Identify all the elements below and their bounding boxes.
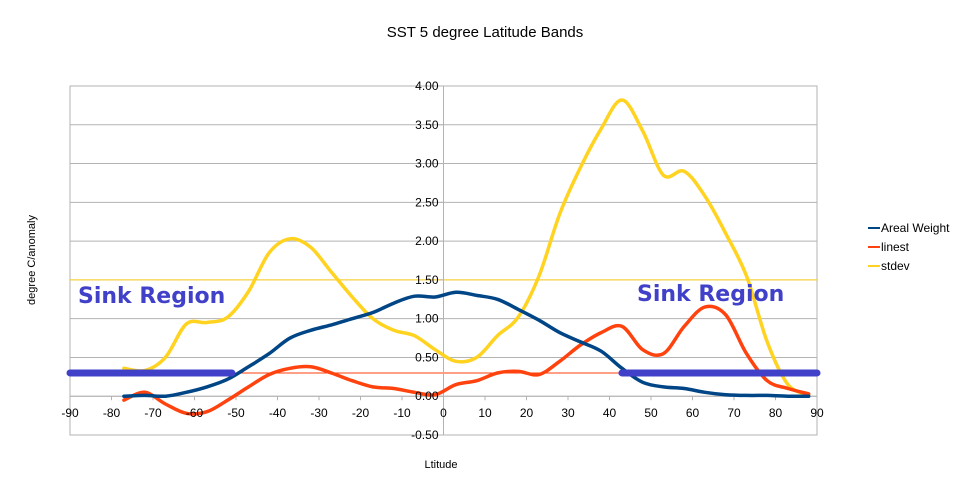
x-tick-label: 50 [644, 406, 658, 420]
x-tick-label: 10 [478, 406, 492, 420]
legend-label: Areal Weight [881, 221, 950, 235]
x-tick-label: -10 [393, 406, 411, 420]
chart-title: SST 5 degree Latitude Bands [387, 24, 584, 41]
x-tick-label: 70 [727, 406, 741, 420]
x-tick-label: 0 [440, 406, 447, 420]
y-tick-label: 0.50 [415, 350, 439, 364]
x-tick-label: -70 [144, 406, 162, 420]
x-tick-label: -80 [103, 406, 121, 420]
legend-label: stdev [881, 259, 910, 273]
x-tick-label: 30 [561, 406, 575, 420]
series-line-linest [122, 304, 811, 416]
y-tick-label: 0.00 [415, 389, 439, 403]
y-tick-label: 3.00 [415, 157, 439, 171]
y-axis-label: degree C/anomaly [26, 215, 38, 305]
x-tick-label: 90 [810, 406, 824, 420]
x-tick-label: -30 [310, 406, 328, 420]
x-tick-label: 20 [520, 406, 534, 420]
y-tick-label: 2.50 [415, 195, 439, 209]
y-tick-label: 1.00 [415, 312, 439, 326]
axes [69, 85, 818, 436]
x-tick-label: -90 [61, 406, 79, 420]
x-tick-label: -40 [269, 406, 287, 420]
series-line-stdev [122, 98, 811, 397]
y-tick-label: 4.00 [415, 79, 439, 93]
annotation-sink-region-left: Sink Region [78, 284, 225, 309]
annotation-sink-region-right: Sink Region [637, 282, 784, 307]
x-tick-label: -20 [352, 406, 370, 420]
y-tick-label: 1.50 [415, 273, 439, 287]
y-tick-label: -0.50 [411, 428, 439, 442]
x-tick-label: -60 [186, 406, 204, 420]
x-tick-label: 80 [769, 406, 783, 420]
y-tick-label: 3.50 [415, 118, 439, 132]
series-line-areal-weight [122, 290, 811, 399]
y-tick-label: 2.00 [415, 234, 439, 248]
series-lines [122, 98, 811, 416]
x-tick-label: -50 [227, 406, 245, 420]
x-axis-label: Ltitude [424, 459, 457, 471]
legend-label: linest [881, 240, 910, 254]
x-tick-label: 60 [686, 406, 700, 420]
legend: Areal Weight linest stdev [868, 221, 950, 273]
tick-labels: -0.50 0.00 0.50 1.00 1.50 2.00 2.50 3.00 3.50 4.0… [61, 79, 824, 442]
x-tick-label: 40 [603, 406, 617, 420]
